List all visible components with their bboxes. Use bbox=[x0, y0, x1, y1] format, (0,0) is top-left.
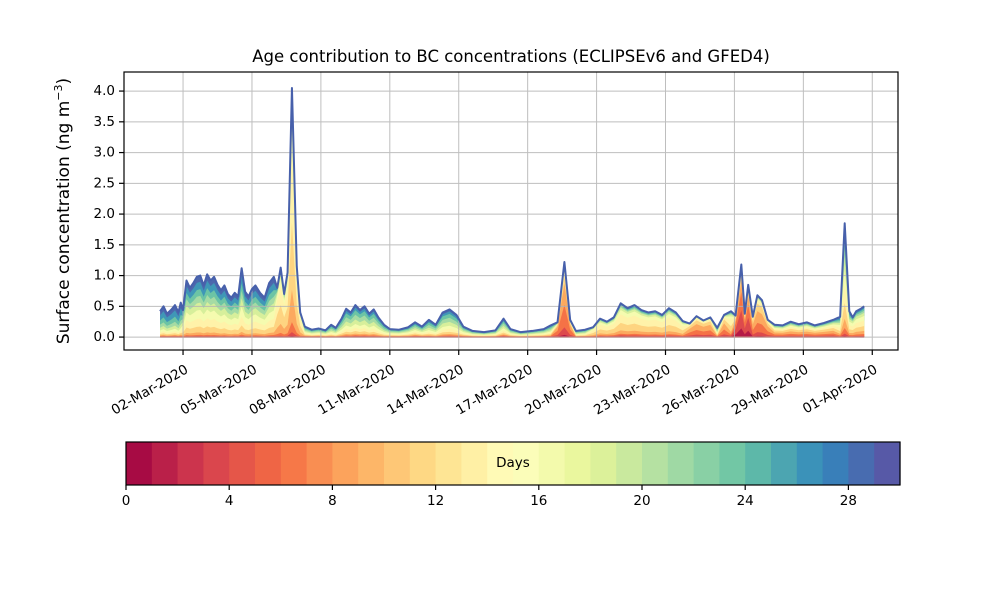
svg-text:12: 12 bbox=[427, 493, 444, 509]
plot-border bbox=[123, 71, 899, 351]
y-axis-label-text: Surface concentration (ng m bbox=[53, 100, 74, 345]
colorbar: 0 4 8 12 16 20 24 28 bbox=[122, 441, 901, 509]
svg-text:4: 4 bbox=[225, 493, 234, 509]
svg-text:8: 8 bbox=[328, 493, 337, 509]
y-axis-ticks: 0.0 0.5 1.0 1.5 2.0 2.5 3.0 3.5 4.0 bbox=[94, 83, 124, 345]
svg-text:0.5: 0.5 bbox=[94, 298, 115, 314]
svg-text:1.5: 1.5 bbox=[94, 237, 115, 253]
svg-text:2.5: 2.5 bbox=[94, 175, 115, 191]
colorbar-outline bbox=[125, 441, 901, 486]
svg-text:3.5: 3.5 bbox=[94, 114, 115, 130]
svg-text:20: 20 bbox=[633, 493, 650, 509]
gridlines bbox=[124, 72, 898, 350]
svg-text:2.0: 2.0 bbox=[94, 206, 115, 222]
svg-text:16: 16 bbox=[530, 493, 547, 509]
total-concentration-line bbox=[159, 86, 865, 334]
svg-text:0: 0 bbox=[122, 493, 131, 509]
colorbar-label: Days bbox=[496, 455, 530, 471]
svg-text:24: 24 bbox=[737, 493, 754, 509]
svg-text:4.0: 4.0 bbox=[94, 83, 115, 99]
y-axis-label-superscript: −3 bbox=[52, 84, 66, 101]
svg-text:28: 28 bbox=[840, 493, 857, 509]
y-axis-label-close: ) bbox=[53, 77, 74, 85]
svg-text:1.0: 1.0 bbox=[94, 268, 115, 284]
y-axis-label: Surface concentration (ng m−3) bbox=[52, 78, 74, 344]
stacked-age-areas bbox=[160, 87, 865, 338]
svg-text:0.0: 0.0 bbox=[94, 329, 115, 345]
chart-title: Age contribution to BC concentrations (E… bbox=[252, 47, 770, 66]
svg-text:3.0: 3.0 bbox=[94, 145, 115, 161]
